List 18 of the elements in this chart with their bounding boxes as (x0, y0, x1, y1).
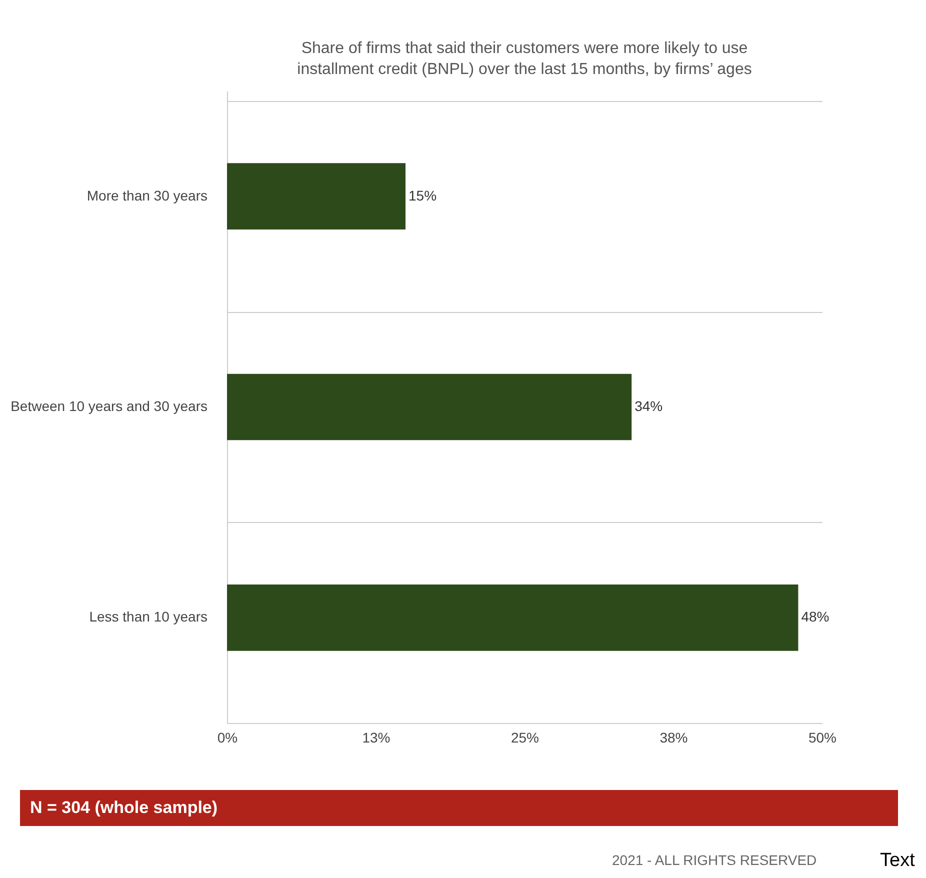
x-tick-label: 13% (362, 730, 390, 746)
data-label: 34% (634, 398, 663, 414)
x-tick-label: 25% (510, 730, 540, 746)
bar (227, 374, 632, 440)
y-tick-label: More than 30 years (86, 187, 208, 204)
x-tick-label: 38% (660, 730, 688, 746)
text: Text (880, 850, 915, 872)
text: 2021 - ALL RIGHTS RESERVED (612, 852, 817, 868)
data-label: 15% (408, 187, 437, 204)
y-tick-label: Between 10 years and 30 years (10, 398, 208, 414)
y-tick-label: Less than 10 years (89, 608, 208, 625)
chart-title: Share of firms that said their customers were more likely to use installment credit (BNPL) over the last 15 months, by firms’ ages (297, 40, 752, 78)
x-tick-label: 0% (217, 730, 238, 746)
data-label: 48% (801, 608, 830, 625)
bar (227, 163, 406, 230)
x-tick-label: 50% (808, 730, 837, 746)
text: N = 304 (whole sample) (20, 790, 898, 826)
bar (227, 584, 798, 651)
